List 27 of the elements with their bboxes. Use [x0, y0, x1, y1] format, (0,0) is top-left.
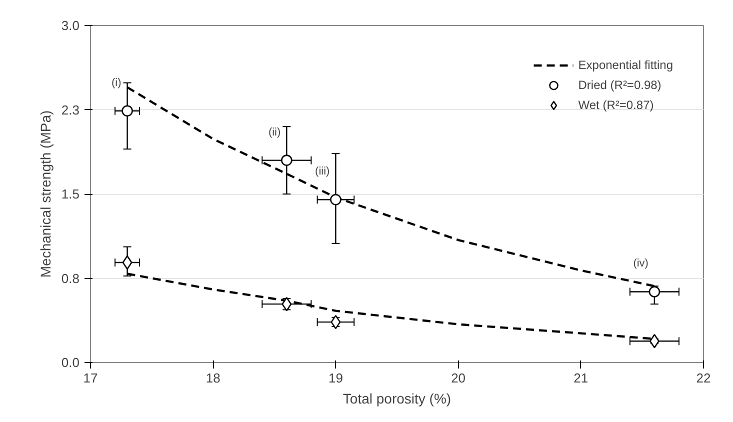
point [330, 314, 341, 330]
x-tick-label: 22 [696, 370, 711, 386]
annotation: (iv) [633, 258, 648, 270]
x-tick-label: 18 [206, 370, 220, 386]
x-axis-title: Total porosity (%) [342, 390, 452, 406]
point [281, 154, 292, 166]
annotation: (i) [112, 76, 122, 89]
point [330, 194, 342, 206]
point [648, 286, 660, 298]
x-tick-label: 21 [574, 370, 588, 386]
legend-label: Wet (R²=0.87) [578, 98, 654, 112]
point [122, 255, 132, 270]
x-tick-label: 20 [451, 370, 466, 386]
y-tick-label: 2.3 [61, 102, 80, 118]
legend-label: Exponential fitting [578, 58, 673, 72]
legend-label: Dried (R²=0.98) [578, 78, 662, 92]
y-tick-label: 0.8 [61, 270, 80, 286]
y-axis-title: Mechanical strength (MPa) [37, 110, 54, 278]
point [122, 105, 133, 117]
y-tick-label: 3.0 [61, 18, 80, 33]
y-tick-label: 0.0 [61, 355, 80, 370]
x-tick-label: 17 [83, 370, 98, 386]
annotation: (ii) [268, 126, 281, 138]
x-tick-label: 19 [328, 370, 343, 386]
y-tick-label: 1.5 [61, 186, 80, 202]
point [649, 334, 660, 348]
annotation: (iii) [315, 166, 330, 178]
